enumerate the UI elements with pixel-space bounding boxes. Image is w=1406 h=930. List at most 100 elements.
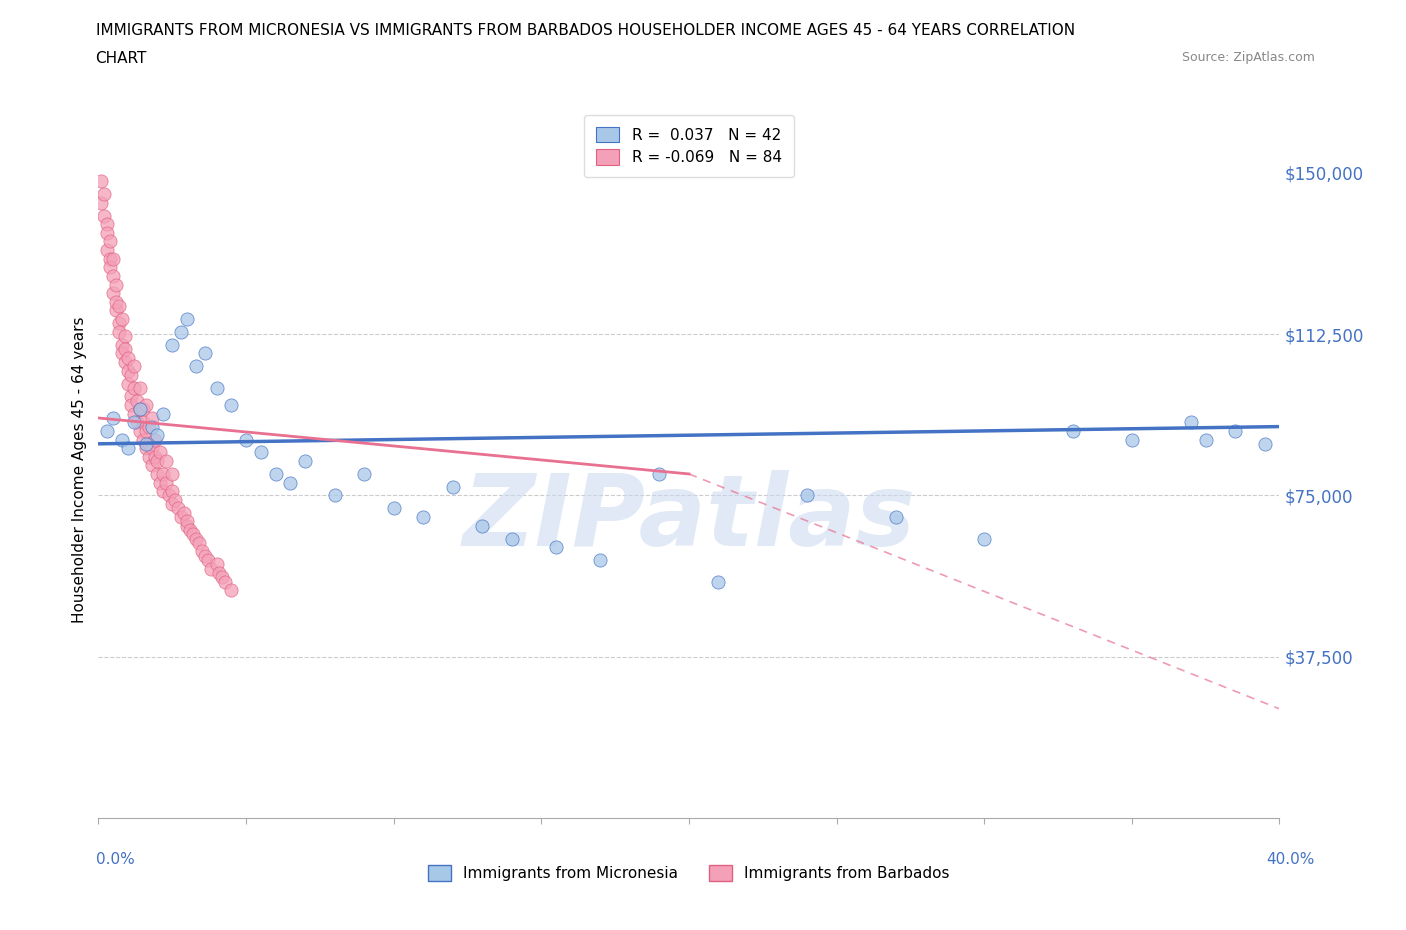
Point: [157, 488, 180, 503]
Point: [648, 467, 671, 482]
Point: [111, 338, 134, 352]
Point: [122, 359, 145, 374]
Point: [146, 467, 169, 482]
Point: [132, 432, 155, 447]
Point: [152, 467, 174, 482]
Point: [105, 294, 128, 309]
Point: [132, 402, 155, 417]
Point: [128, 402, 150, 417]
Point: [90, 195, 112, 210]
Point: [128, 402, 150, 417]
Point: [138, 419, 160, 434]
Point: [90, 174, 112, 189]
Point: [589, 552, 612, 567]
Point: [544, 539, 567, 554]
Point: [141, 410, 163, 425]
Point: [111, 346, 134, 361]
Point: [138, 449, 160, 464]
Point: [122, 415, 145, 430]
Point: [176, 514, 198, 529]
Point: [98, 234, 121, 249]
Point: [98, 251, 121, 266]
Point: [108, 299, 131, 313]
Point: [117, 351, 139, 365]
Point: [96, 423, 118, 438]
Point: [138, 436, 160, 451]
Point: [382, 501, 405, 516]
Point: [96, 243, 118, 258]
Point: [152, 406, 174, 421]
Point: [294, 454, 316, 469]
Point: [120, 367, 142, 382]
Point: [179, 523, 201, 538]
Point: [184, 531, 207, 546]
Text: 40.0%: 40.0%: [1267, 852, 1315, 867]
Point: [250, 445, 273, 459]
Text: Source: ZipAtlas.com: Source: ZipAtlas.com: [1181, 51, 1315, 64]
Point: [128, 380, 150, 395]
Point: [353, 467, 375, 482]
Point: [103, 410, 125, 425]
Point: [111, 432, 134, 447]
Point: [105, 277, 128, 292]
Point: [235, 432, 257, 447]
Point: [105, 303, 128, 318]
Point: [125, 415, 148, 430]
Point: [141, 458, 163, 472]
Point: [1121, 432, 1143, 447]
Point: [93, 208, 115, 223]
Point: [120, 389, 142, 404]
Point: [170, 325, 193, 339]
Point: [149, 475, 172, 490]
Point: [128, 423, 150, 438]
Point: [135, 398, 157, 413]
Point: [884, 510, 907, 525]
Point: [219, 398, 242, 413]
Point: [96, 217, 118, 232]
Point: [114, 341, 136, 356]
Point: [143, 449, 166, 464]
Point: [162, 467, 183, 482]
Point: [155, 475, 177, 490]
Point: [152, 484, 174, 498]
Point: [141, 419, 163, 434]
Point: [323, 488, 346, 503]
Point: [1062, 423, 1084, 438]
Point: [98, 259, 121, 274]
Point: [205, 380, 228, 395]
Point: [146, 428, 169, 443]
Point: [103, 251, 125, 266]
Point: [143, 432, 166, 447]
Point: [111, 312, 134, 326]
Point: [214, 574, 236, 589]
Point: [208, 565, 231, 580]
Text: ZIPatlas: ZIPatlas: [463, 470, 915, 567]
Point: [162, 484, 183, 498]
Point: [471, 518, 494, 533]
Point: [194, 346, 217, 361]
Point: [184, 359, 207, 374]
Point: [117, 376, 139, 391]
Point: [149, 445, 172, 459]
Point: [162, 338, 183, 352]
Point: [103, 286, 125, 300]
Point: [93, 187, 115, 202]
Point: [197, 552, 219, 567]
Point: [122, 406, 145, 421]
Point: [412, 510, 434, 525]
Point: [114, 354, 136, 369]
Text: 0.0%: 0.0%: [96, 852, 135, 867]
Point: [1195, 432, 1218, 447]
Point: [219, 583, 242, 598]
Point: [170, 510, 193, 525]
Point: [135, 441, 157, 456]
Point: [176, 518, 198, 533]
Point: [205, 557, 228, 572]
Point: [1254, 436, 1277, 451]
Point: [114, 328, 136, 343]
Point: [96, 225, 118, 240]
Point: [191, 544, 214, 559]
Text: CHART: CHART: [96, 51, 148, 66]
Point: [165, 492, 187, 507]
Point: [162, 497, 183, 512]
